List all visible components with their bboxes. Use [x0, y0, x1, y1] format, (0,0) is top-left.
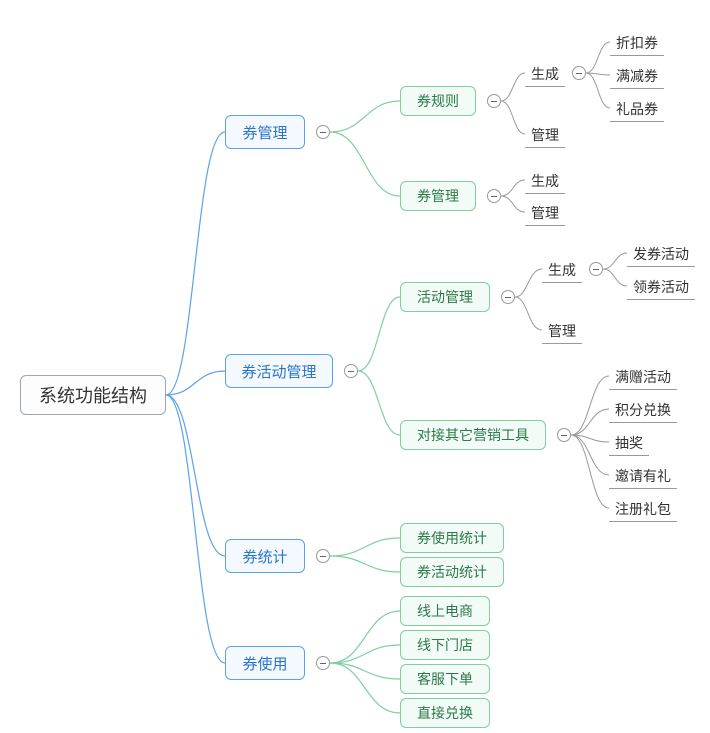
leaf-discount[interactable]: 折扣券 [616, 36, 658, 50]
l3-other-tools[interactable]: 对接其它营销工具 [400, 420, 546, 450]
leaf-rules-gen[interactable]: 生成 [531, 67, 559, 81]
l3-label: 对接其它营销工具 [417, 425, 529, 445]
leaf-points[interactable]: 积分兑换 [615, 403, 671, 417]
leaf-label: 抽奖 [615, 435, 643, 451]
collapse-toggle[interactable] [487, 189, 501, 203]
collapse-toggle[interactable] [316, 125, 330, 139]
l3-act-mgmt[interactable]: 活动管理 [400, 282, 490, 312]
leaf-rules-mgmt[interactable]: 管理 [531, 128, 559, 142]
leaf-fullcut[interactable]: 满减券 [616, 69, 658, 83]
leaf-label: 折扣券 [616, 35, 658, 51]
l3-label: 线下门店 [417, 635, 473, 655]
l3-offline[interactable]: 线下门店 [400, 630, 490, 660]
leaf-label: 生成 [531, 173, 559, 189]
collapse-toggle[interactable] [316, 656, 330, 670]
leaf-act-mgmt[interactable]: 管理 [548, 324, 576, 338]
collapse-toggle[interactable] [501, 290, 515, 304]
l2-label: 券活动管理 [241, 361, 316, 382]
leaf-label: 生成 [531, 66, 559, 82]
leaf-register[interactable]: 注册礼包 [615, 502, 671, 516]
collapse-toggle[interactable] [589, 262, 603, 276]
leaf-label: 发券活动 [633, 246, 689, 262]
leaf-label: 领券活动 [633, 279, 689, 295]
l3-usage-stats[interactable]: 券使用统计 [400, 523, 504, 553]
leaf-label: 管理 [548, 323, 576, 339]
l2-label: 券统计 [242, 546, 287, 567]
l2-label: 券使用 [242, 653, 287, 674]
l3-label: 活动管理 [417, 287, 473, 307]
leaf-full-give[interactable]: 满赠活动 [615, 370, 671, 384]
leaf-act-gen[interactable]: 生成 [548, 263, 576, 277]
leaf-recv-act[interactable]: 领券活动 [633, 280, 689, 294]
collapse-toggle[interactable] [572, 66, 586, 80]
l3-label: 券使用统计 [417, 528, 487, 548]
leaf-label: 满减券 [616, 68, 658, 84]
leaf-label: 邀请有礼 [615, 468, 671, 484]
l2-stats[interactable]: 券统计 [225, 539, 305, 573]
l3-label: 客服下单 [417, 669, 473, 689]
leaf-label: 注册礼包 [615, 501, 671, 517]
leaf-label: 生成 [548, 262, 576, 278]
l3-label: 券管理 [417, 186, 459, 206]
leaf-lottery[interactable]: 抽奖 [615, 436, 643, 450]
root-node[interactable]: 系统功能结构 [20, 375, 166, 415]
leaf-label: 管理 [531, 205, 559, 221]
collapse-toggle[interactable] [557, 428, 571, 442]
collapse-toggle[interactable] [487, 94, 501, 108]
l2-coupon-mgmt[interactable]: 券管理 [225, 115, 305, 149]
leaf-label: 管理 [531, 127, 559, 143]
leaf-gift[interactable]: 礼品券 [616, 102, 658, 116]
leaf-csub-gen[interactable]: 生成 [531, 174, 559, 188]
root-label: 系统功能结构 [39, 382, 147, 408]
leaf-invite[interactable]: 邀请有礼 [615, 469, 671, 483]
l3-act-stats[interactable]: 券活动统计 [400, 557, 504, 587]
leaf-label: 满赠活动 [615, 369, 671, 385]
leaf-label: 礼品券 [616, 101, 658, 117]
leaf-csub-mgmt[interactable]: 管理 [531, 206, 559, 220]
leaf-label: 积分兑换 [615, 402, 671, 418]
l3-label: 线上电商 [417, 601, 473, 621]
l3-direct[interactable]: 直接兑换 [400, 698, 490, 728]
l2-usage[interactable]: 券使用 [225, 646, 305, 680]
l3-coupon-sub[interactable]: 券管理 [400, 181, 476, 211]
l3-label: 券规则 [417, 91, 459, 111]
l3-label: 直接兑换 [417, 703, 473, 723]
l2-label: 券管理 [242, 122, 287, 143]
collapse-toggle[interactable] [344, 364, 358, 378]
l3-label: 券活动统计 [417, 562, 487, 582]
collapse-toggle[interactable] [316, 549, 330, 563]
l3-rules[interactable]: 券规则 [400, 86, 476, 116]
l2-activity-mgmt[interactable]: 券活动管理 [225, 354, 333, 388]
l3-cs-order[interactable]: 客服下单 [400, 664, 490, 694]
leaf-send-act[interactable]: 发券活动 [633, 247, 689, 261]
l3-online[interactable]: 线上电商 [400, 596, 490, 626]
